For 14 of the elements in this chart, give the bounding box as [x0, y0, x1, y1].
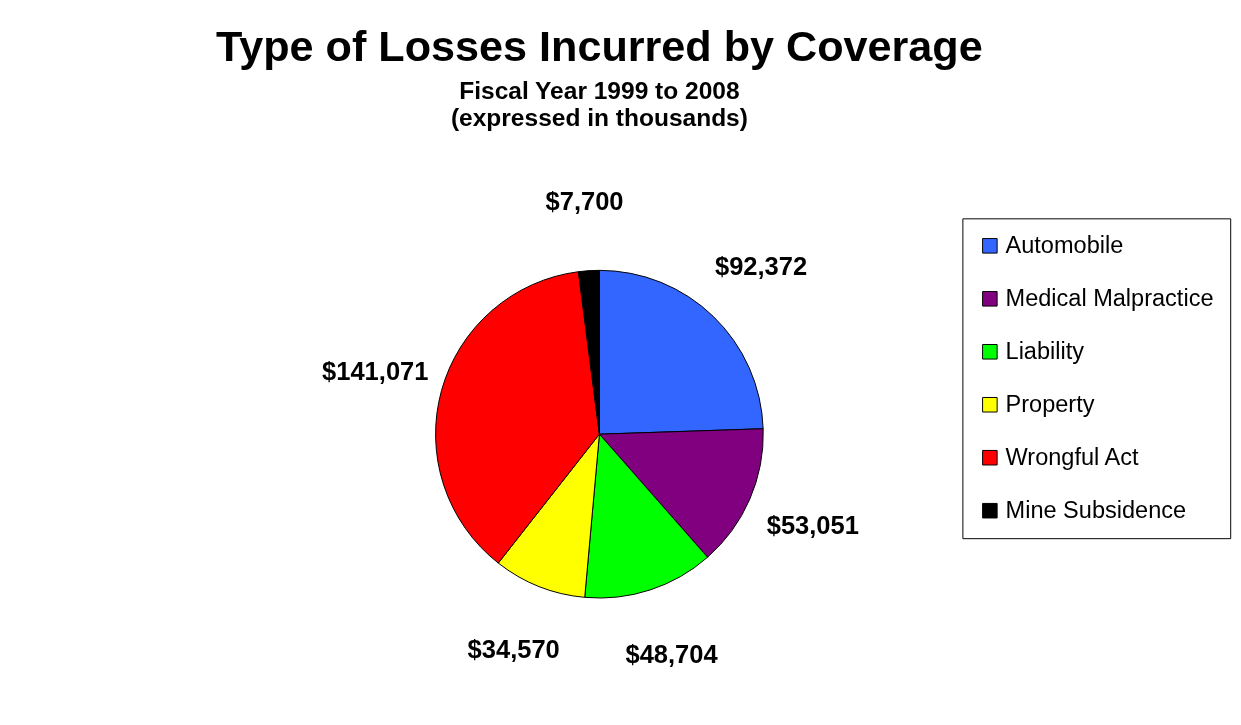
legend-label: Medical Malpractice: [1005, 284, 1214, 311]
data-label: $53,051: [766, 511, 859, 540]
legend-label: Wrongful Act: [1005, 443, 1139, 470]
chart-title: Type of Losses Incurred by Coverage: [216, 21, 983, 70]
legend-label: Property: [1005, 390, 1095, 417]
data-label: $48,704: [625, 640, 719, 669]
data-label: $141,071: [322, 357, 429, 386]
data-label: $92,372: [714, 251, 808, 280]
data-label: $34,570: [467, 635, 560, 664]
legend-label: Liability: [1005, 337, 1085, 364]
legend-label: Mine Subsidence: [1005, 496, 1187, 523]
chart-subtitle: Fiscal Year 1999 to 2008 (expressed in thousands): [450, 77, 748, 131]
data-label: $7,700: [545, 187, 624, 215]
legend-label: Automobile: [1005, 231, 1124, 258]
